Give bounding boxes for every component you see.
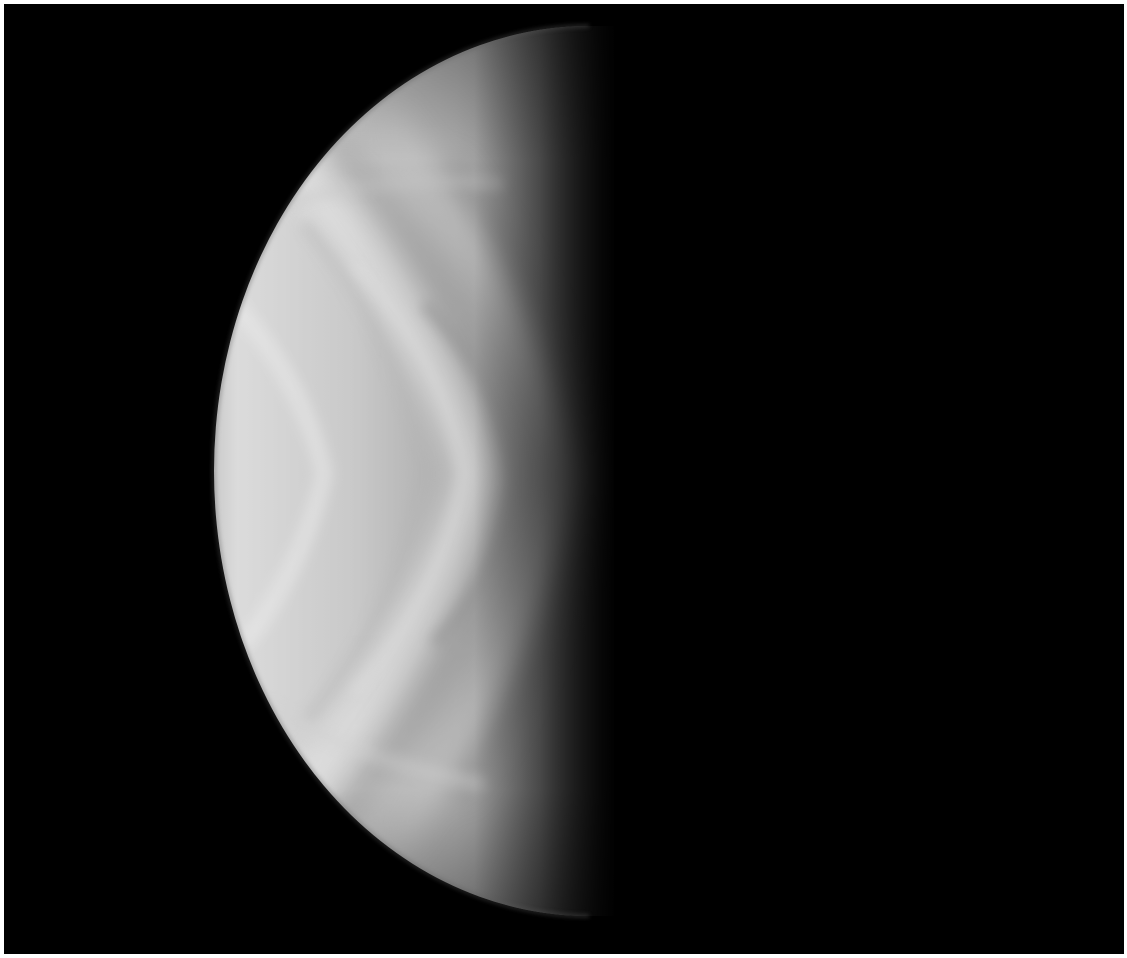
- planet-svg: [4, 4, 1124, 954]
- planet-disc: [214, 26, 614, 916]
- planet-photo: [4, 4, 1124, 954]
- planet-limb: [212, 24, 590, 918]
